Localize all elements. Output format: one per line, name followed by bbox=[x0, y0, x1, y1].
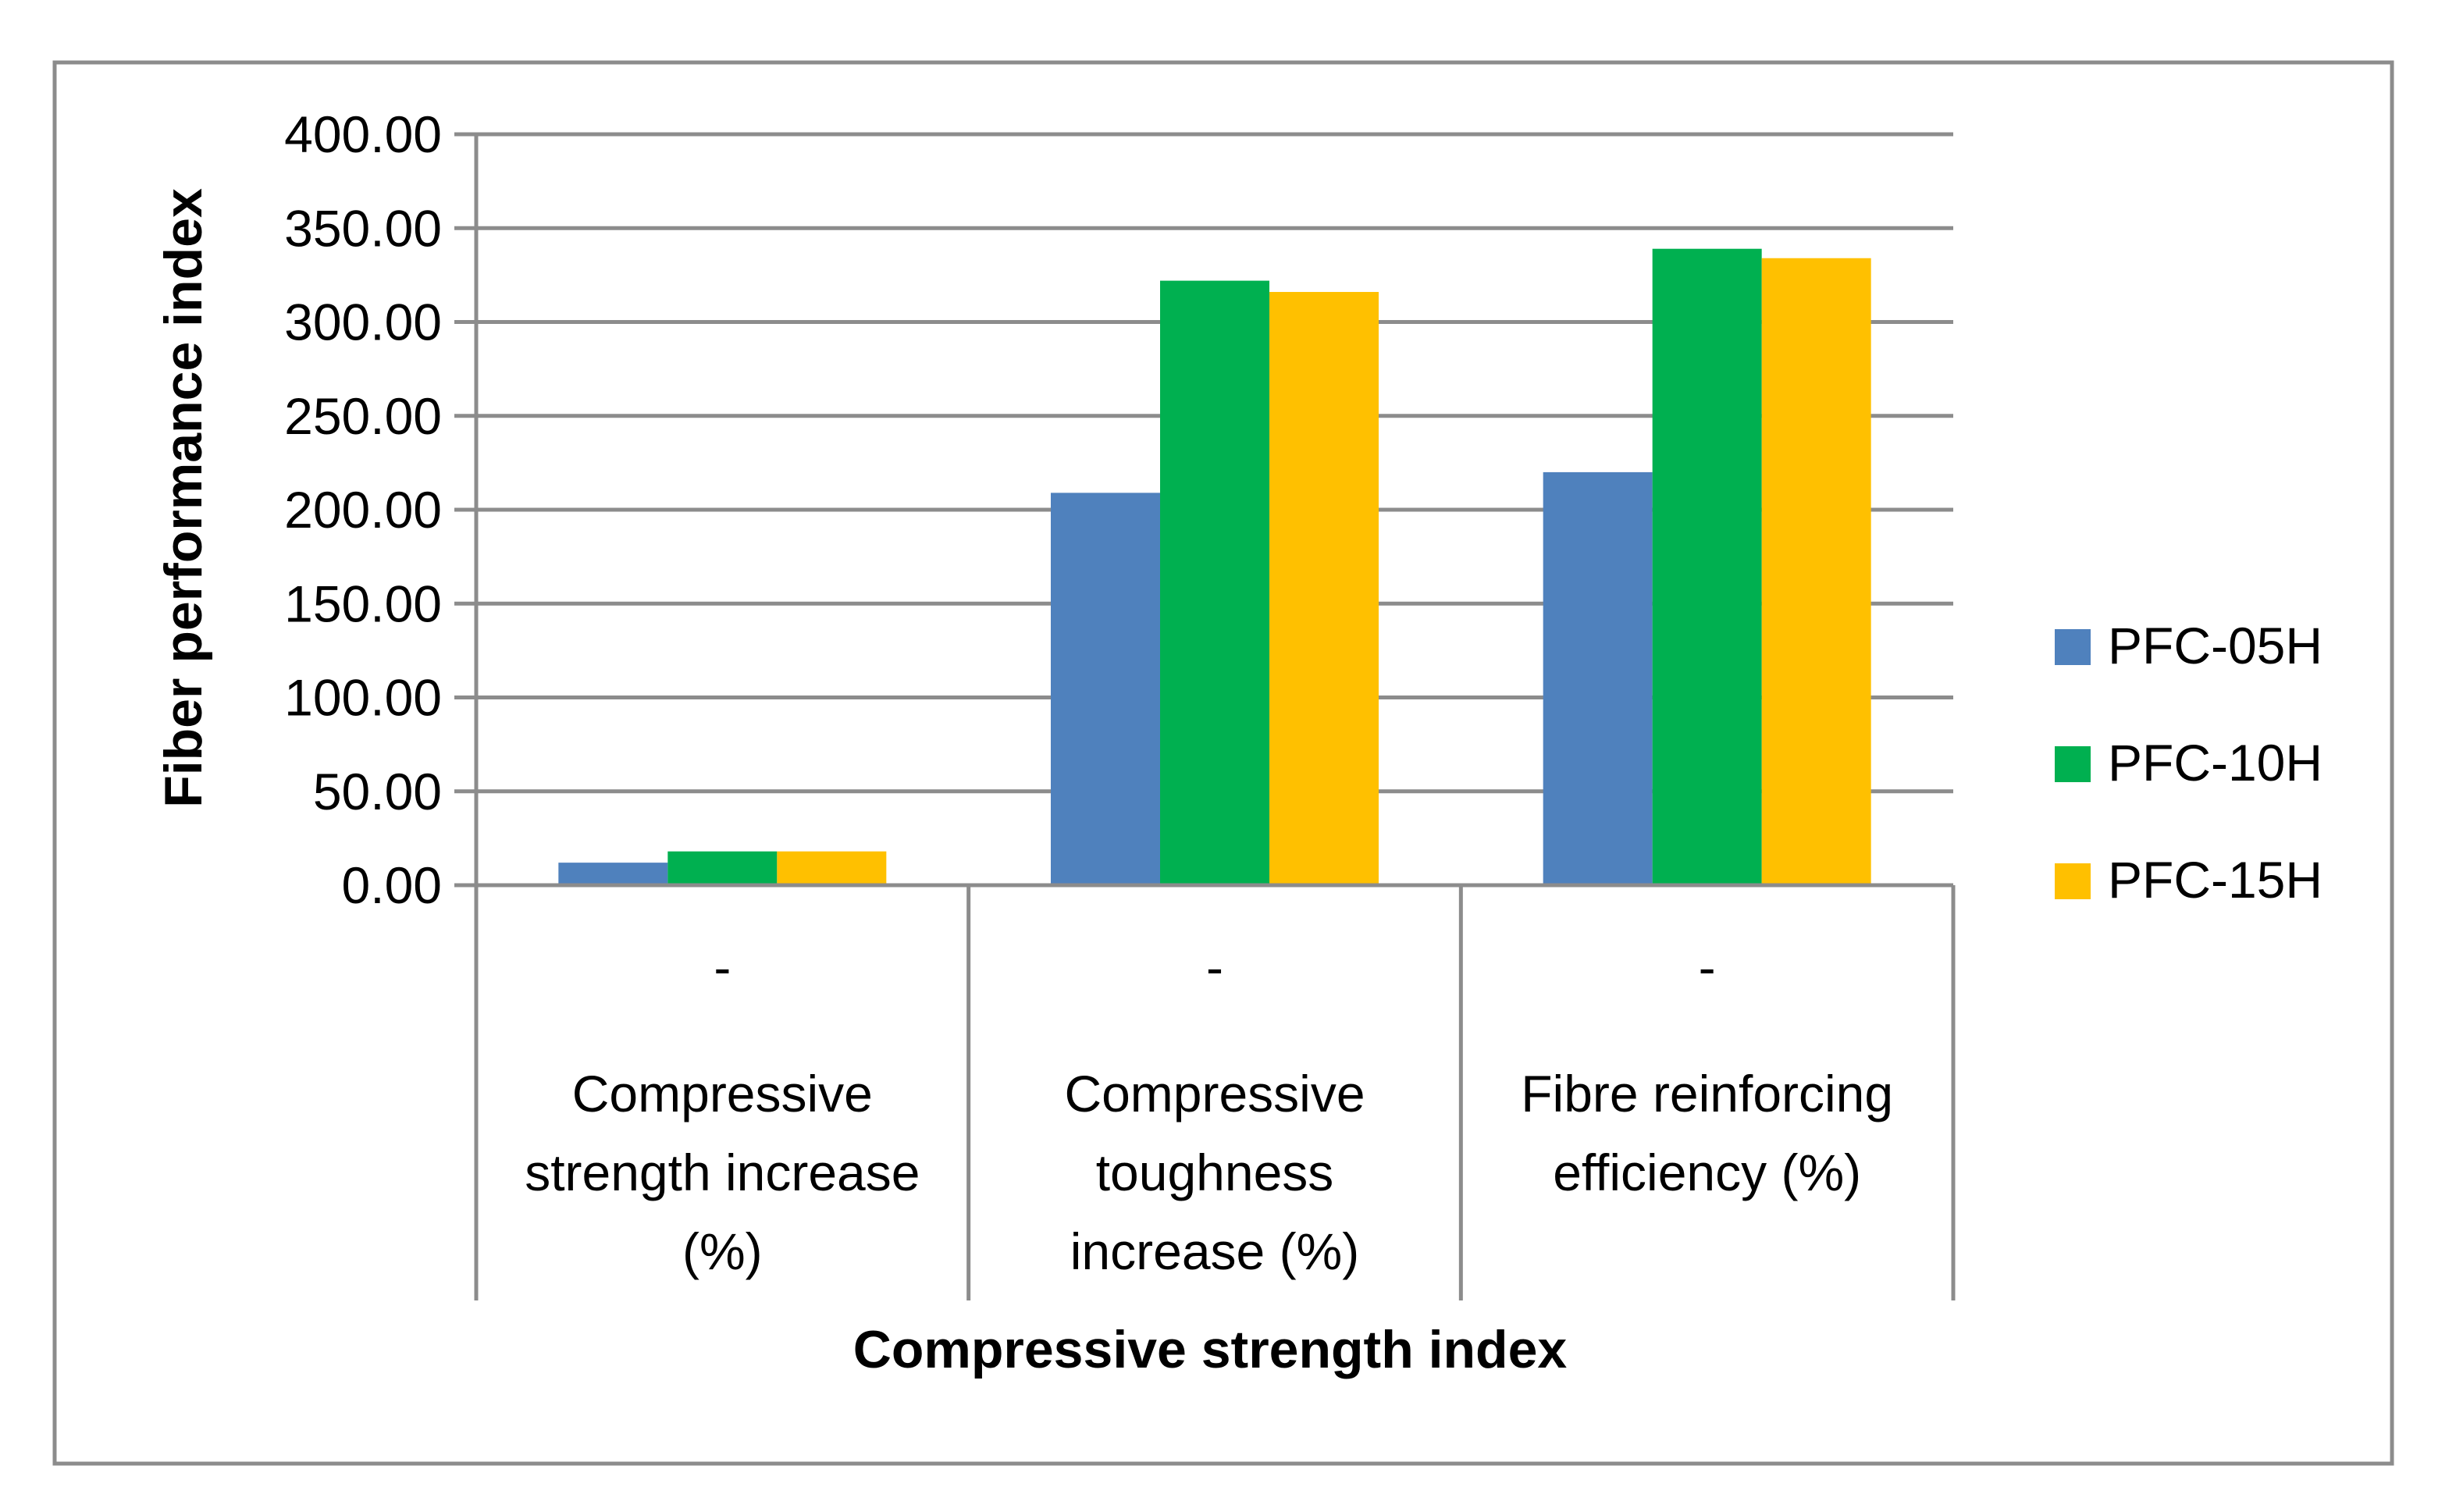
category-group-label: - bbox=[1699, 938, 1716, 996]
legend-swatch-pfc-15h bbox=[2055, 863, 2091, 899]
legend: PFC-05H PFC-10H PFC-15H bbox=[2055, 617, 2323, 909]
legend-swatch-pfc-05h bbox=[2055, 629, 2091, 665]
category-label: efficiency (%) bbox=[1553, 1144, 1861, 1201]
category-label: increase (%) bbox=[1070, 1222, 1359, 1280]
axes bbox=[474, 134, 1956, 1300]
legend-label-pfc-10h: PFC-10H bbox=[2108, 734, 2323, 792]
bars: PFC-05H: 12PFC-05H: 209PFC-05H: 220PFC-1… bbox=[558, 248, 1871, 886]
y-tick-label: 0.00 bbox=[342, 856, 442, 914]
bar-pfc-05h-cat2: PFC-05H: 209 bbox=[1051, 493, 1160, 885]
y-tick-label: 400.00 bbox=[284, 105, 442, 163]
y-tick-labels: 0.00 50.00 100.00 150.00 200.00 250.00 300.00 3… bbox=[284, 105, 442, 914]
category-label: toughness bbox=[1096, 1144, 1334, 1201]
bar-pfc-10h-cat2: PFC-10H: 322 bbox=[1160, 280, 1269, 886]
category-label: Fibre reinforcing bbox=[1521, 1065, 1893, 1122]
legend-swatch-pfc-10h bbox=[2055, 746, 2091, 782]
category-label: Compressive bbox=[1064, 1065, 1365, 1122]
legend-item: PFC-05H bbox=[2055, 617, 2323, 674]
y-axis-title: Fiber performance index bbox=[154, 188, 213, 808]
bar-pfc-05h-cat1: PFC-05H: 12 bbox=[558, 863, 668, 885]
y-tick-label: 200.00 bbox=[284, 481, 442, 539]
legend-item: PFC-15H bbox=[2055, 851, 2323, 909]
bar-pfc-15h-cat1: PFC-15H: 18 bbox=[777, 851, 887, 885]
category-label: strength increase bbox=[525, 1144, 920, 1201]
category-label: Compressive bbox=[572, 1065, 873, 1122]
y-tick-label: 250.00 bbox=[284, 387, 442, 445]
y-tick-label: 50.00 bbox=[313, 763, 442, 820]
bar-pfc-15h-cat3: PFC-15H: 334 bbox=[1761, 258, 1871, 886]
bar-pfc-10h-cat3: PFC-10H: 339 bbox=[1652, 248, 1762, 886]
bar-pfc-05h-cat3: PFC-05H: 220 bbox=[1543, 471, 1653, 885]
category-group-label: - bbox=[714, 938, 731, 996]
bar-pfc-15h-cat2: PFC-15H: 316 bbox=[1269, 292, 1379, 885]
legend-label-pfc-15h: PFC-15H bbox=[2108, 851, 2323, 909]
category-label: (%) bbox=[682, 1222, 763, 1280]
x-axis-title: Compressive strength index bbox=[853, 1320, 1568, 1379]
y-tick-label: 300.00 bbox=[284, 294, 442, 351]
y-tick-label: 150.00 bbox=[284, 575, 442, 632]
y-tick-label: 350.00 bbox=[284, 199, 442, 257]
y-tick-label: 100.00 bbox=[284, 669, 442, 727]
legend-item: PFC-10H bbox=[2055, 734, 2323, 792]
category-labels: - Compressive strength increase (%) - Compres… bbox=[525, 938, 1893, 1280]
category-group-label: - bbox=[1206, 938, 1223, 996]
legend-label-pfc-05h: PFC-05H bbox=[2108, 617, 2323, 674]
bar-pfc-10h-cat1: PFC-10H: 18 bbox=[667, 851, 778, 885]
